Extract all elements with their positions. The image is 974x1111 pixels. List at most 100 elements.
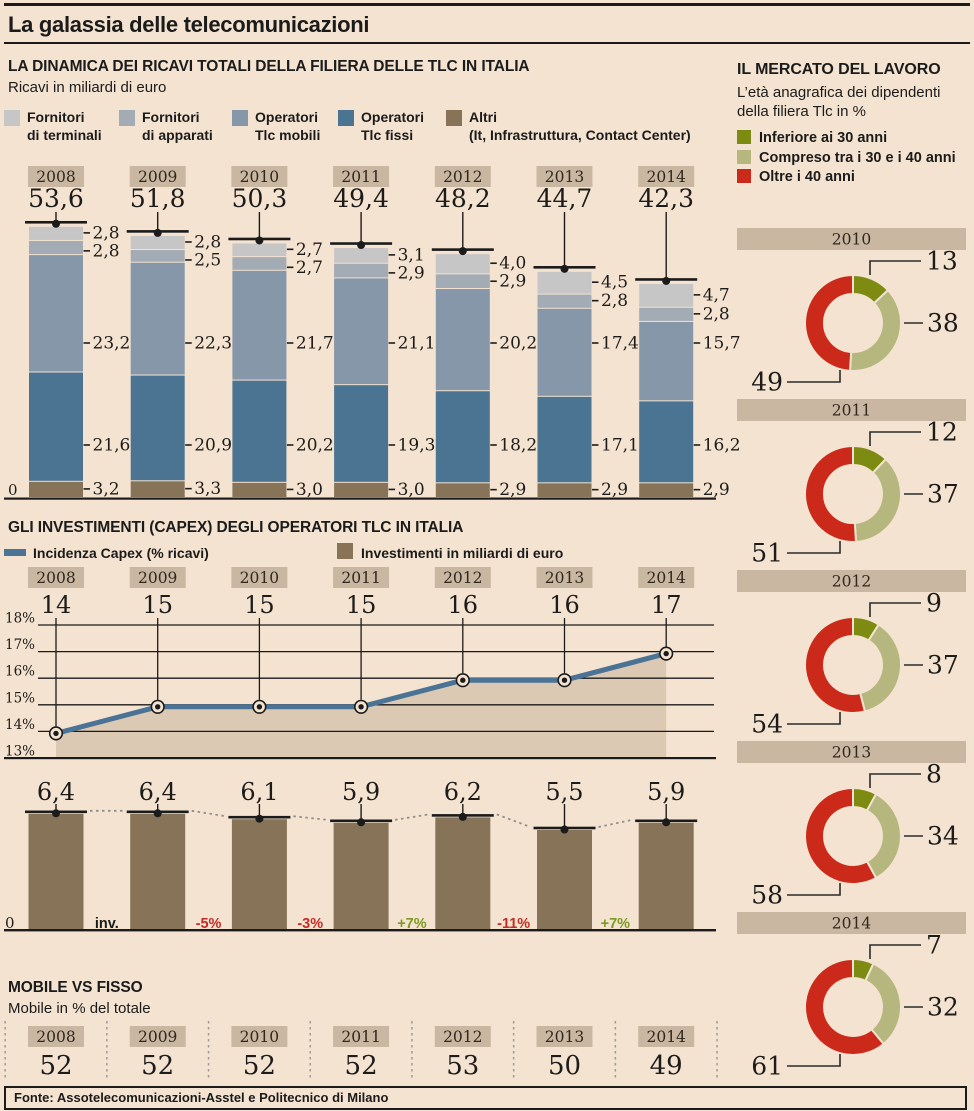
year-box [638,567,695,588]
revenue-bar-segment [639,283,694,307]
label-connector [787,541,841,554]
revenue-bar-segment [232,380,287,482]
segment-value-label: 3,3 [194,479,221,499]
donut-value-30to40: 37 [927,651,959,680]
year-box [638,1026,695,1047]
year-label: 2014 [646,1028,686,1046]
callout-dot [153,228,162,237]
segment-value-label: 18,2 [499,436,537,456]
mobile-share-value: 52 [141,1051,174,1081]
donut-segment [804,786,878,885]
year-box [129,166,186,187]
capex-percent-label: 16 [549,591,580,619]
delta-label: inv. [95,916,119,932]
year-box [434,1026,491,1047]
total-label: 44,7 [537,184,593,213]
year-label: 2014 [646,168,686,186]
donut-value-under30: 8 [926,760,942,789]
donut-value-over40: 61 [751,1052,783,1081]
revenue-bar-segment [435,274,490,289]
donut-segment [804,615,867,714]
data-point-center [53,730,59,737]
labor-legend-item: Inferiore ai 30 anni [737,129,967,147]
investment-value-label: 5,9 [342,778,380,806]
revenue-bar-segment [130,262,185,375]
callout-dot [560,264,569,273]
legend-swatch [446,110,462,126]
year-label: 2012 [443,569,482,587]
segment-value-label: 2,8 [703,304,730,324]
revenue-bar-segment [232,243,287,257]
data-point-center [561,677,568,683]
revenue-bar-segment [435,391,490,483]
segment-value-label: 2,7 [296,240,323,260]
year-label: 2013 [545,1028,584,1046]
segment-value-label: 17,1 [601,436,639,456]
revenue-bar-segment [130,235,185,250]
source-note: Fonte: Assotelecomunicazioni-Asstel e Po… [4,1086,967,1110]
legend-item-label: Operatori Tlc mobili [255,109,321,143]
year-band [737,570,966,592]
segment-value-label: 4,7 [703,285,730,305]
segment-value-label: 22,3 [194,334,232,354]
capex-bar-chart: inv. -5% -3% +7% -11% +7% 6,4 6,4 6,1 5,9 6,2 5,5 5,… [4,778,716,932]
callout-dot [255,236,264,245]
revenue-bar-segment [232,270,287,380]
year-box [536,567,593,588]
total-label: 53,6 [28,184,84,213]
segment-value-label: 2,7 [296,258,323,278]
capex-line-legend-label: Incidenza Capex (% ricavi) [33,545,209,561]
year-box [28,166,84,187]
capex-line-legend-swatch [4,549,26,556]
segment-value-label: 2,8 [93,241,120,261]
label-connector [869,944,921,959]
capex-bar-legend-swatch [337,543,353,559]
legend-swatch [232,110,248,126]
year-label: 2012 [443,168,482,186]
callout-dot [560,825,569,834]
revenue-bar-segment [130,250,185,262]
revenue-bar-segment [435,289,490,391]
year-label: 2011 [341,1028,380,1046]
year-label: 2008 [36,1028,75,1046]
donut-segment [848,288,902,372]
segment-value-label: 16,2 [703,436,741,456]
donut-value-30to40: 32 [927,993,959,1022]
segment-value-label: 3,0 [296,480,323,500]
total-label: 48,2 [435,184,491,213]
mobile-chart-subtitle: Mobile in % del totale [8,1000,151,1017]
segment-value-label: 2,5 [194,250,221,270]
investment-bar [231,819,287,929]
year-box [333,1026,390,1047]
donut-value-under30: 7 [926,931,942,960]
callout-dot [662,276,671,285]
revenue-bar-segment [537,271,592,294]
delta-label: -5% [196,916,222,932]
investment-value-label: 6,4 [139,778,177,806]
legend-item-label: Altri (It, Infrastruttura, Contact Center… [469,109,691,143]
investment-value-label: 6,2 [444,778,482,806]
data-point-center [256,704,263,710]
year-label: 2014 [832,915,872,933]
segment-value-label: 2,8 [93,223,120,243]
donut-segment [865,792,902,880]
legend-swatch [737,130,751,144]
year-label: 2011 [341,168,380,186]
legend-item-label: Operatori Tlc fissi [361,109,425,143]
total-label: 49,4 [333,184,389,213]
data-point-center [155,704,161,710]
labor-donut-2014: 2014 7 32 61 [737,912,966,1081]
y-axis-tick-label: 14% [5,717,35,733]
mobile-chart-title: MOBILE VS FISSO [8,979,143,996]
year-band [737,228,966,250]
labor-donut-2012: 2012 9 37 54 [737,570,966,739]
label-connector [869,602,921,617]
donut-segment [804,273,854,372]
labor-donut-2011: 2011 12 37 51 [737,399,966,568]
segment-value-label: 17,4 [601,334,639,354]
year-label: 2009 [138,168,177,186]
mobile-share-table: 2008 52 2009 52 2010 52 2011 52 2012 53 2013 50 2014… [4,1021,718,1081]
investment-value-label: 6,4 [37,778,75,806]
label-connector [869,773,921,788]
revenue-bar-segment [29,255,83,372]
